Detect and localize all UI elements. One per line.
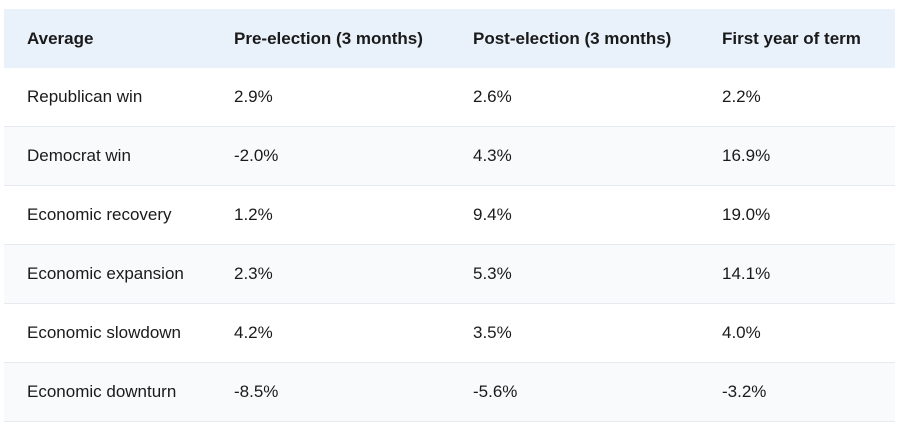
cell: 1.2% [211, 185, 450, 245]
table-row: Democrat win -2.0% 4.3% 16.9% [4, 126, 895, 186]
cell: -8.5% [211, 362, 450, 422]
cell: 16.9% [699, 126, 895, 186]
cell: 4.3% [450, 126, 699, 186]
row-label: Economic downturn [4, 362, 211, 422]
cell: 2.6% [450, 68, 699, 127]
cell: 2.3% [211, 244, 450, 304]
header-cell: Pre-election (3 months) [211, 9, 450, 68]
row-label: Economic expansion [4, 244, 211, 304]
table-row: Republican win 2.9% 2.6% 2.2% [4, 68, 895, 127]
table-row: Economic downturn -8.5% -5.6% -3.2% [4, 362, 895, 422]
table-row: Economic recovery 1.2% 9.4% 19.0% [4, 185, 895, 245]
cell: 14.1% [699, 244, 895, 304]
cell: 2.2% [699, 68, 895, 127]
data-table: Average Pre-election (3 months) Post-elect… [4, 9, 895, 422]
cell: 2.9% [211, 68, 450, 127]
row-label: Democrat win [4, 126, 211, 186]
cell: -3.2% [699, 362, 895, 422]
cell: 19.0% [699, 185, 895, 245]
cell: 4.0% [699, 303, 895, 363]
cell: 3.5% [450, 303, 699, 363]
table-body: Republican win 2.9% 2.6% 2.2% Democrat win -2… [4, 68, 895, 422]
cell: 5.3% [450, 244, 699, 304]
row-label: Republican win [4, 68, 211, 127]
row-label: Economic slowdown [4, 303, 211, 363]
table-row: Economic expansion 2.3% 5.3% 14.1% [4, 244, 895, 304]
table-row: Economic slowdown 4.2% 3.5% 4.0% [4, 303, 895, 363]
cell: 4.2% [211, 303, 450, 363]
row-label: Economic recovery [4, 185, 211, 245]
cell: -5.6% [450, 362, 699, 422]
table-container: Average Pre-election (3 months) Post-elect… [4, 9, 895, 422]
cell: 9.4% [450, 185, 699, 245]
header-cell: First year of term [699, 9, 895, 68]
header-row: Average Pre-election (3 months) Post-elect… [4, 9, 895, 68]
header-cell: Post-election (3 months) [450, 9, 699, 68]
header-cell: Average [4, 9, 211, 68]
cell: -2.0% [211, 126, 450, 186]
